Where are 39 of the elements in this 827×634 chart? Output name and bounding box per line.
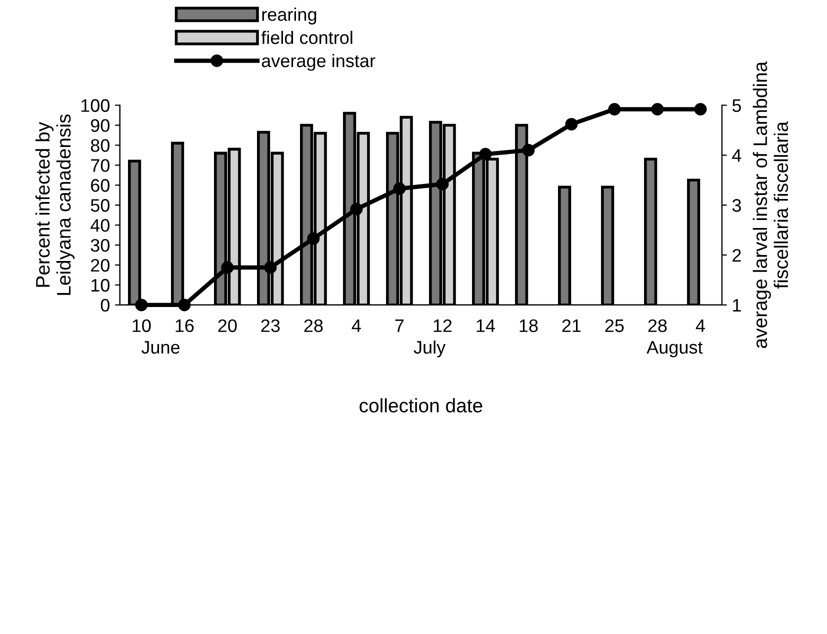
y-tick-label: 10 [91, 278, 110, 292]
x-tick-label: 28 [648, 319, 667, 332]
y-tick-label: 90 [90, 119, 110, 132]
x-tick-label: 28 [304, 319, 323, 332]
x-tick-label: 4 [696, 320, 705, 332]
text: July [414, 340, 446, 358]
y2-tick-label: 4 [732, 149, 742, 162]
legend-label: rearing [262, 8, 316, 24]
y2-axis-title: average larval instar of Lambdina fiscellaria fiscellaria [752, 61, 788, 348]
y-tick-label: 30 [90, 238, 110, 252]
y-tick-label: 80 [90, 139, 110, 152]
legend-label: average instar [262, 54, 376, 71]
x-tick-label: 16 [176, 319, 194, 332]
x-tick-label: 21 [562, 319, 581, 332]
y2-tick-label: 1 [733, 299, 741, 312]
y2-tick-label: 3 [732, 199, 741, 212]
y-tick-label: 20 [91, 258, 110, 272]
y2-tick-label: 5 [732, 99, 741, 112]
x-tick-label: 7 [395, 320, 404, 332]
y-tick-label: 60 [91, 179, 110, 192]
y-tick-label: 0 [100, 298, 110, 312]
y-axis-title: Percent infected by Leidyana canadensis [35, 114, 75, 295]
y-tick-label: 70 [91, 159, 110, 172]
x-tick-label: 10 [132, 319, 151, 332]
y-tick-label: 50 [90, 199, 110, 212]
text: August [646, 341, 703, 358]
y-tick-label: 100 [81, 99, 110, 112]
x-tick-label: 25 [605, 319, 624, 332]
x-tick-label: 12 [434, 319, 452, 332]
legend-label: field control [261, 30, 352, 44]
y-tick-label: 40 [90, 219, 110, 232]
x-tick-label: 20 [218, 319, 237, 332]
x-tick-label: 4 [352, 320, 361, 332]
text: June [141, 341, 180, 354]
x-tick-label: 18 [520, 319, 538, 332]
x-axis-title: collection date [360, 398, 482, 412]
y2-tick-label: 2 [732, 248, 741, 262]
x-tick-label: 14 [476, 320, 495, 332]
x-tick-label: 23 [261, 319, 280, 332]
